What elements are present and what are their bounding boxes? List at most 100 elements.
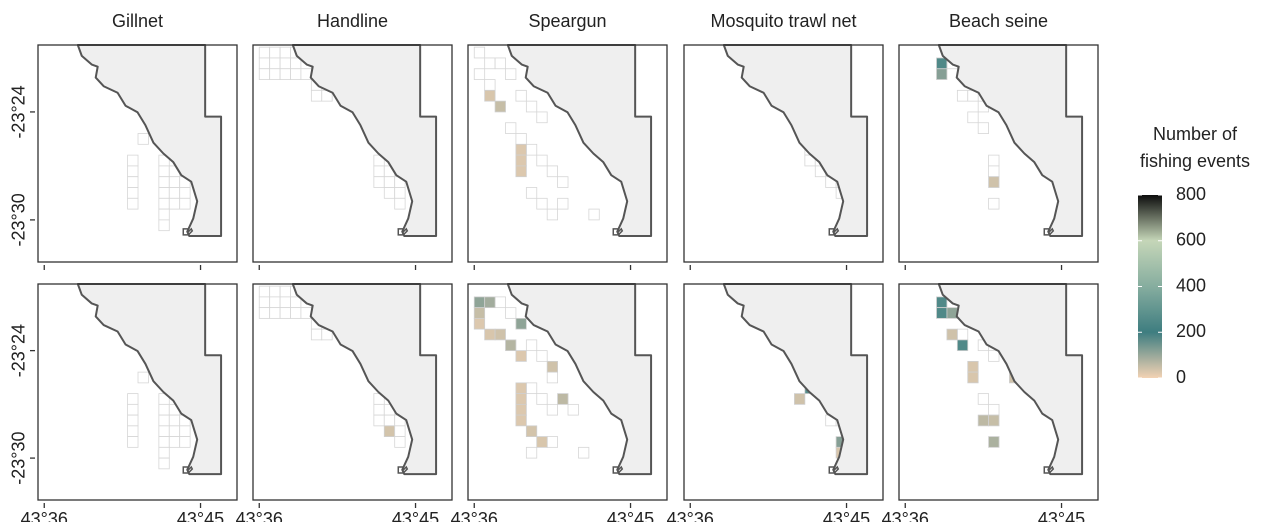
panel-border — [37, 283, 238, 501]
tile — [567, 403, 579, 416]
tile — [269, 285, 281, 298]
tile — [484, 57, 496, 70]
tile — [179, 187, 191, 199]
tile — [956, 339, 969, 352]
tile — [473, 46, 486, 59]
tile — [484, 79, 496, 91]
tile — [936, 68, 948, 80]
tile — [373, 176, 385, 188]
coastline — [506, 44, 653, 237]
tile — [557, 176, 569, 188]
tile — [505, 307, 517, 319]
legend-tick-label: 200 — [1176, 321, 1206, 341]
tile — [977, 393, 990, 405]
tile — [536, 393, 548, 405]
y-tick-label: -23°30 — [9, 431, 29, 484]
tile — [373, 165, 385, 178]
tile — [279, 285, 291, 298]
tile — [394, 187, 406, 199]
tile — [525, 339, 538, 352]
tile — [473, 317, 486, 330]
tile — [279, 307, 291, 319]
tile — [505, 339, 517, 352]
x-tick-label: 43°36 — [236, 509, 283, 522]
tile — [290, 57, 302, 70]
panel-border — [683, 283, 884, 501]
legend-tick-label: 400 — [1176, 275, 1206, 295]
tile — [988, 154, 1000, 167]
tile — [127, 414, 139, 427]
coastline — [76, 44, 223, 237]
tile — [946, 307, 958, 319]
island — [1043, 465, 1055, 474]
tile — [473, 296, 486, 309]
x-tick-label: 43°36 — [882, 509, 929, 522]
column-title: Speargun — [528, 11, 606, 31]
coastline — [722, 44, 869, 237]
x-tick-label: 43°36 — [667, 509, 714, 522]
tile — [515, 317, 527, 330]
tile — [956, 89, 969, 102]
tile — [525, 143, 538, 156]
tile — [127, 436, 139, 448]
coastline — [506, 283, 653, 476]
tile — [515, 350, 527, 362]
tile — [515, 133, 527, 145]
tile — [515, 154, 527, 167]
tile — [179, 197, 191, 210]
tile — [158, 187, 170, 199]
tile — [127, 165, 139, 178]
tile — [988, 176, 1000, 188]
tile — [258, 296, 271, 309]
tile — [484, 89, 496, 102]
island — [1043, 227, 1055, 236]
tile — [258, 46, 271, 59]
island — [612, 465, 624, 474]
tile — [988, 165, 1000, 178]
tile — [394, 425, 406, 437]
tile — [967, 371, 979, 384]
island — [612, 227, 624, 236]
tile — [127, 393, 139, 405]
tile — [536, 154, 548, 167]
tile — [310, 328, 323, 341]
x-tick-label: 43°45 — [392, 509, 439, 522]
tile — [158, 197, 170, 210]
coastline — [291, 44, 438, 237]
x-tick-label: 43°45 — [823, 509, 870, 522]
island — [828, 227, 840, 236]
column-title: Handline — [317, 11, 388, 31]
y-tick-label: -23°24 — [9, 85, 29, 138]
tile — [536, 197, 548, 210]
tile — [988, 403, 1000, 416]
island — [828, 465, 840, 474]
tile — [269, 296, 281, 309]
tile — [158, 414, 170, 427]
tile — [546, 436, 559, 448]
legend-title: fishing events — [1140, 151, 1250, 171]
tile — [936, 307, 948, 319]
tile — [515, 393, 527, 405]
coastline — [937, 283, 1084, 476]
tile — [988, 414, 1000, 427]
tile — [279, 296, 291, 309]
tile — [168, 187, 181, 199]
tile — [525, 425, 538, 437]
tile — [158, 165, 170, 178]
island — [397, 227, 409, 236]
tile — [505, 68, 517, 80]
tile — [536, 350, 548, 362]
tile — [515, 403, 527, 416]
tile — [383, 176, 396, 188]
tile — [484, 296, 496, 309]
y-tick-label: -23°24 — [9, 324, 29, 377]
panel-border — [37, 44, 238, 263]
tile — [290, 68, 302, 80]
panel-border — [252, 44, 453, 263]
tile — [515, 382, 527, 395]
tile — [988, 436, 1000, 448]
tile — [158, 457, 170, 470]
legend-tick-label: 800 — [1176, 184, 1206, 204]
coastline — [937, 44, 1084, 237]
